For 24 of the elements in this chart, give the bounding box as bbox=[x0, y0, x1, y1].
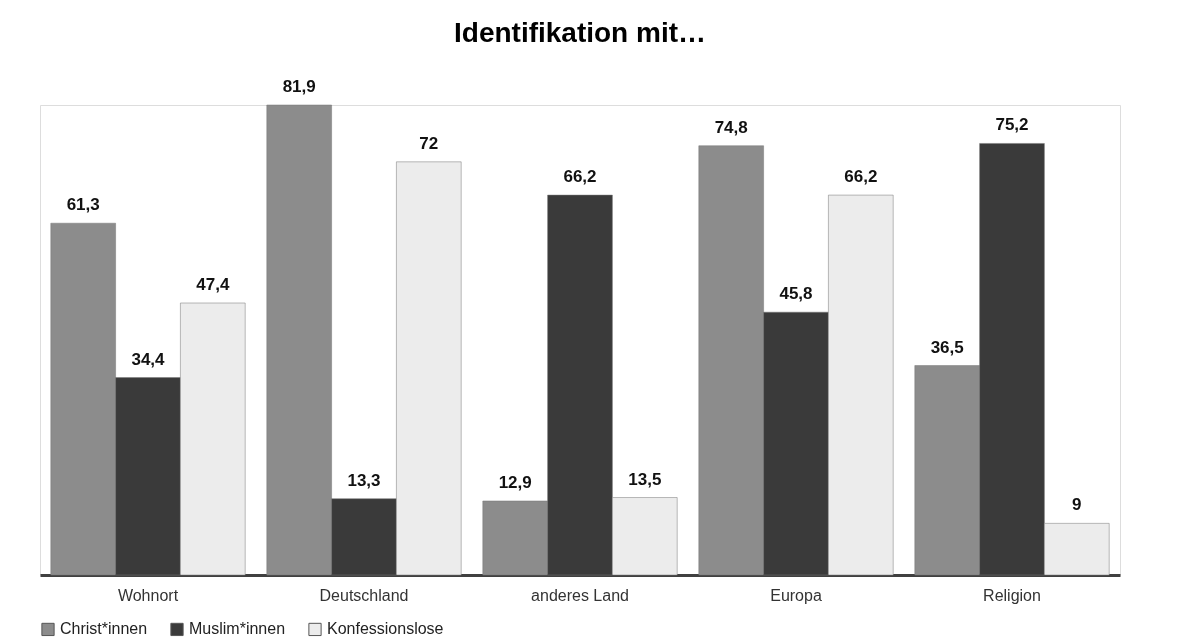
x-tick-label: Religion bbox=[983, 586, 1041, 604]
data-label: 66,2 bbox=[844, 167, 878, 187]
legend-label: Muslim*innen bbox=[189, 620, 286, 638]
legend-label: Christ*innen bbox=[60, 620, 148, 638]
data-label: 81,9 bbox=[282, 77, 316, 96]
data-label: 61,3 bbox=[66, 195, 100, 215]
data-label: 74,8 bbox=[714, 117, 748, 137]
legend-label: Konfessionslose bbox=[327, 620, 444, 638]
data-label: 45,8 bbox=[779, 284, 813, 304]
data-label: 66,2 bbox=[563, 167, 597, 187]
x-tick-label: anderes Land bbox=[531, 586, 629, 604]
x-tick-label: Deutschland bbox=[319, 586, 409, 604]
data-label: 75,2 bbox=[995, 115, 1029, 135]
data-label: 13,3 bbox=[347, 470, 381, 490]
data-label: 13,5 bbox=[628, 469, 662, 489]
chart-title: Identifikation mit… bbox=[454, 17, 706, 48]
data-label: 9 bbox=[1072, 495, 1082, 515]
x-tick-label: Wohnort bbox=[117, 586, 179, 604]
data-label: 47,4 bbox=[196, 274, 230, 294]
data-label: 72 bbox=[419, 133, 439, 153]
data-label: 36,5 bbox=[930, 337, 964, 357]
data-label: 12,9 bbox=[498, 472, 532, 492]
x-tick-label: Europa bbox=[770, 586, 822, 604]
data-label: 34,4 bbox=[131, 349, 166, 369]
